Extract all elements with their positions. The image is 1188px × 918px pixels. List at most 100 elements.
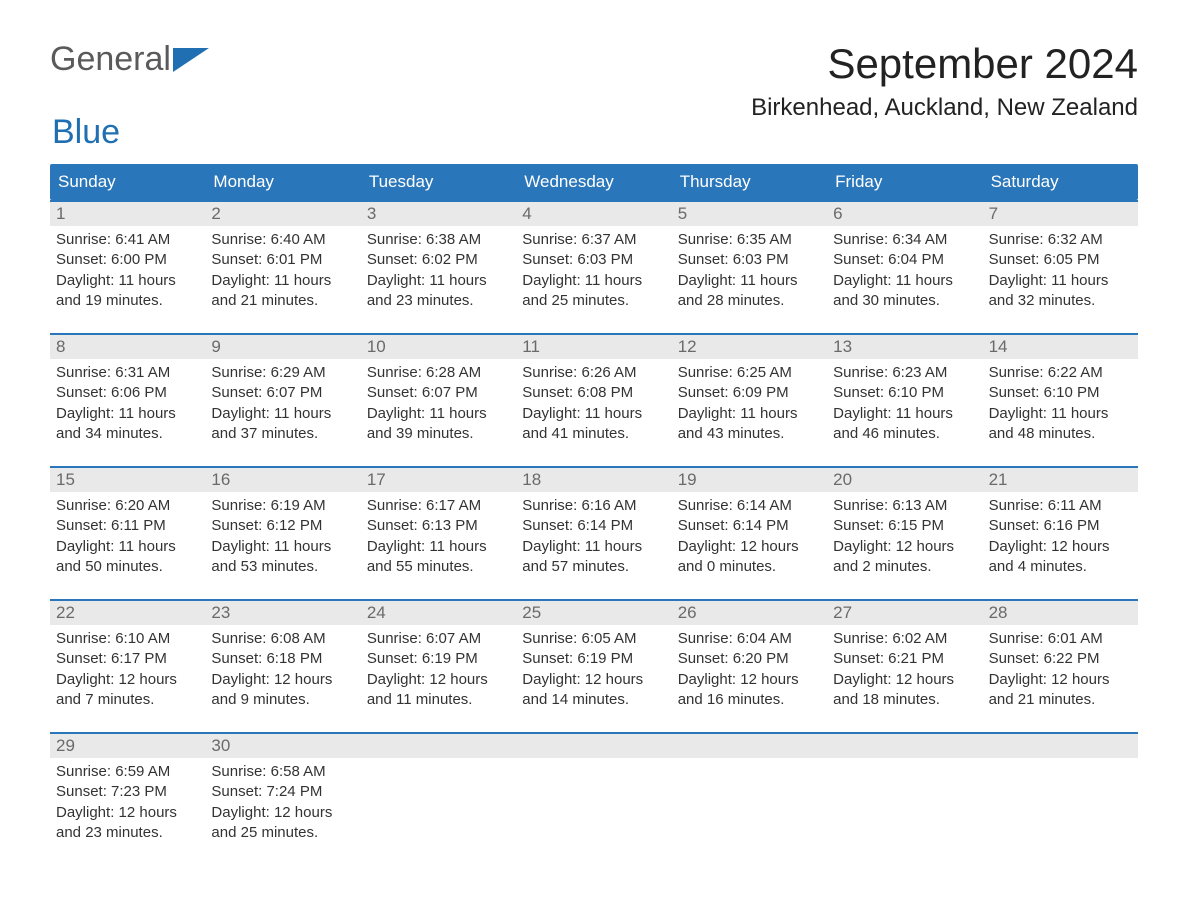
day-number: 18 [516,468,671,492]
day-number [983,734,1138,758]
sunrise-line: Sunrise: 6:34 AM [833,230,976,250]
day-number: 5 [672,202,827,226]
daylight-line-2: and 37 minutes. [211,424,354,444]
daylight-line-2: and 0 minutes. [678,557,821,577]
daylight-line-1: Daylight: 12 hours [211,670,354,690]
sunrise-line: Sunrise: 6:25 AM [678,363,821,383]
day-number: 17 [361,468,516,492]
day-number: 1 [50,202,205,226]
day-number: 24 [361,601,516,625]
day-body: Sunrise: 6:40 AMSunset: 6:01 PMDaylight:… [205,226,360,319]
daylight-line-1: Daylight: 11 hours [56,271,199,291]
day-body: Sunrise: 6:35 AMSunset: 6:03 PMDaylight:… [672,226,827,319]
weekday-header-row: SundayMondayTuesdayWednesdayThursdayFrid… [50,164,1138,200]
day-cell: 12Sunrise: 6:25 AMSunset: 6:09 PMDayligh… [672,335,827,452]
day-cell: 30Sunrise: 6:58 AMSunset: 7:24 PMDayligh… [205,734,360,851]
sunrise-line: Sunrise: 6:20 AM [56,496,199,516]
day-body [983,758,1138,848]
sunrise-line: Sunrise: 6:19 AM [211,496,354,516]
sunset-line: Sunset: 6:03 PM [678,250,821,270]
sunrise-line: Sunrise: 6:28 AM [367,363,510,383]
day-cell: 7Sunrise: 6:32 AMSunset: 6:05 PMDaylight… [983,202,1138,319]
sunset-line: Sunset: 7:23 PM [56,782,199,802]
sunset-line: Sunset: 6:07 PM [211,383,354,403]
daylight-line-1: Daylight: 12 hours [211,803,354,823]
day-cell: 21Sunrise: 6:11 AMSunset: 6:16 PMDayligh… [983,468,1138,585]
sunrise-line: Sunrise: 6:11 AM [989,496,1132,516]
day-body: Sunrise: 6:37 AMSunset: 6:03 PMDaylight:… [516,226,671,319]
daylight-line-1: Daylight: 11 hours [211,404,354,424]
sunrise-line: Sunrise: 6:29 AM [211,363,354,383]
weekday-sunday: Sunday [50,164,205,200]
day-body: Sunrise: 6:16 AMSunset: 6:14 PMDaylight:… [516,492,671,585]
day-cell: 5Sunrise: 6:35 AMSunset: 6:03 PMDaylight… [672,202,827,319]
daylight-line-2: and 11 minutes. [367,690,510,710]
daylight-line-1: Daylight: 12 hours [56,803,199,823]
day-number: 2 [205,202,360,226]
daylight-line-2: and 57 minutes. [522,557,665,577]
day-cell [361,734,516,851]
sunset-line: Sunset: 6:12 PM [211,516,354,536]
day-cell: 14Sunrise: 6:22 AMSunset: 6:10 PMDayligh… [983,335,1138,452]
sunrise-line: Sunrise: 6:17 AM [367,496,510,516]
day-number: 22 [50,601,205,625]
daylight-line-2: and 2 minutes. [833,557,976,577]
daylight-line-2: and 21 minutes. [211,291,354,311]
sunset-line: Sunset: 6:07 PM [367,383,510,403]
sunset-line: Sunset: 6:16 PM [989,516,1132,536]
daylight-line-1: Daylight: 11 hours [678,271,821,291]
day-number: 27 [827,601,982,625]
daylight-line-2: and 7 minutes. [56,690,199,710]
day-number: 4 [516,202,671,226]
day-number: 30 [205,734,360,758]
sunset-line: Sunset: 6:02 PM [367,250,510,270]
day-body: Sunrise: 6:13 AMSunset: 6:15 PMDaylight:… [827,492,982,585]
sunrise-line: Sunrise: 6:59 AM [56,762,199,782]
day-body [827,758,982,848]
daylight-line-1: Daylight: 11 hours [211,271,354,291]
daylight-line-2: and 16 minutes. [678,690,821,710]
daylight-line-2: and 18 minutes. [833,690,976,710]
day-number: 11 [516,335,671,359]
day-number: 20 [827,468,982,492]
day-cell: 6Sunrise: 6:34 AMSunset: 6:04 PMDaylight… [827,202,982,319]
day-cell [827,734,982,851]
sunset-line: Sunset: 6:13 PM [367,516,510,536]
daylight-line-2: and 43 minutes. [678,424,821,444]
week-row: 15Sunrise: 6:20 AMSunset: 6:11 PMDayligh… [50,466,1138,585]
weekday-monday: Monday [205,164,360,200]
day-cell: 29Sunrise: 6:59 AMSunset: 7:23 PMDayligh… [50,734,205,851]
daylight-line-1: Daylight: 11 hours [989,404,1132,424]
daylight-line-1: Daylight: 11 hours [833,404,976,424]
daylight-line-2: and 39 minutes. [367,424,510,444]
day-body: Sunrise: 6:41 AMSunset: 6:00 PMDaylight:… [50,226,205,319]
day-body: Sunrise: 6:17 AMSunset: 6:13 PMDaylight:… [361,492,516,585]
day-body: Sunrise: 6:08 AMSunset: 6:18 PMDaylight:… [205,625,360,718]
sunrise-line: Sunrise: 6:14 AM [678,496,821,516]
day-body: Sunrise: 6:14 AMSunset: 6:14 PMDaylight:… [672,492,827,585]
daylight-line-1: Daylight: 12 hours [56,670,199,690]
daylight-line-2: and 48 minutes. [989,424,1132,444]
sunset-line: Sunset: 6:19 PM [522,649,665,669]
daylight-line-1: Daylight: 11 hours [367,404,510,424]
sunrise-line: Sunrise: 6:31 AM [56,363,199,383]
sunrise-line: Sunrise: 6:13 AM [833,496,976,516]
sunset-line: Sunset: 7:24 PM [211,782,354,802]
daylight-line-1: Daylight: 12 hours [522,670,665,690]
day-body: Sunrise: 6:38 AMSunset: 6:02 PMDaylight:… [361,226,516,319]
sunset-line: Sunset: 6:08 PM [522,383,665,403]
daylight-line-1: Daylight: 12 hours [367,670,510,690]
day-number: 6 [827,202,982,226]
day-cell: 10Sunrise: 6:28 AMSunset: 6:07 PMDayligh… [361,335,516,452]
sunset-line: Sunset: 6:04 PM [833,250,976,270]
daylight-line-2: and 21 minutes. [989,690,1132,710]
day-cell: 17Sunrise: 6:17 AMSunset: 6:13 PMDayligh… [361,468,516,585]
sunrise-line: Sunrise: 6:02 AM [833,629,976,649]
sunrise-line: Sunrise: 6:37 AM [522,230,665,250]
day-number: 28 [983,601,1138,625]
sunset-line: Sunset: 6:10 PM [989,383,1132,403]
sunrise-line: Sunrise: 6:41 AM [56,230,199,250]
sunset-line: Sunset: 6:11 PM [56,516,199,536]
brand-part1: General [50,40,171,79]
sunset-line: Sunset: 6:05 PM [989,250,1132,270]
